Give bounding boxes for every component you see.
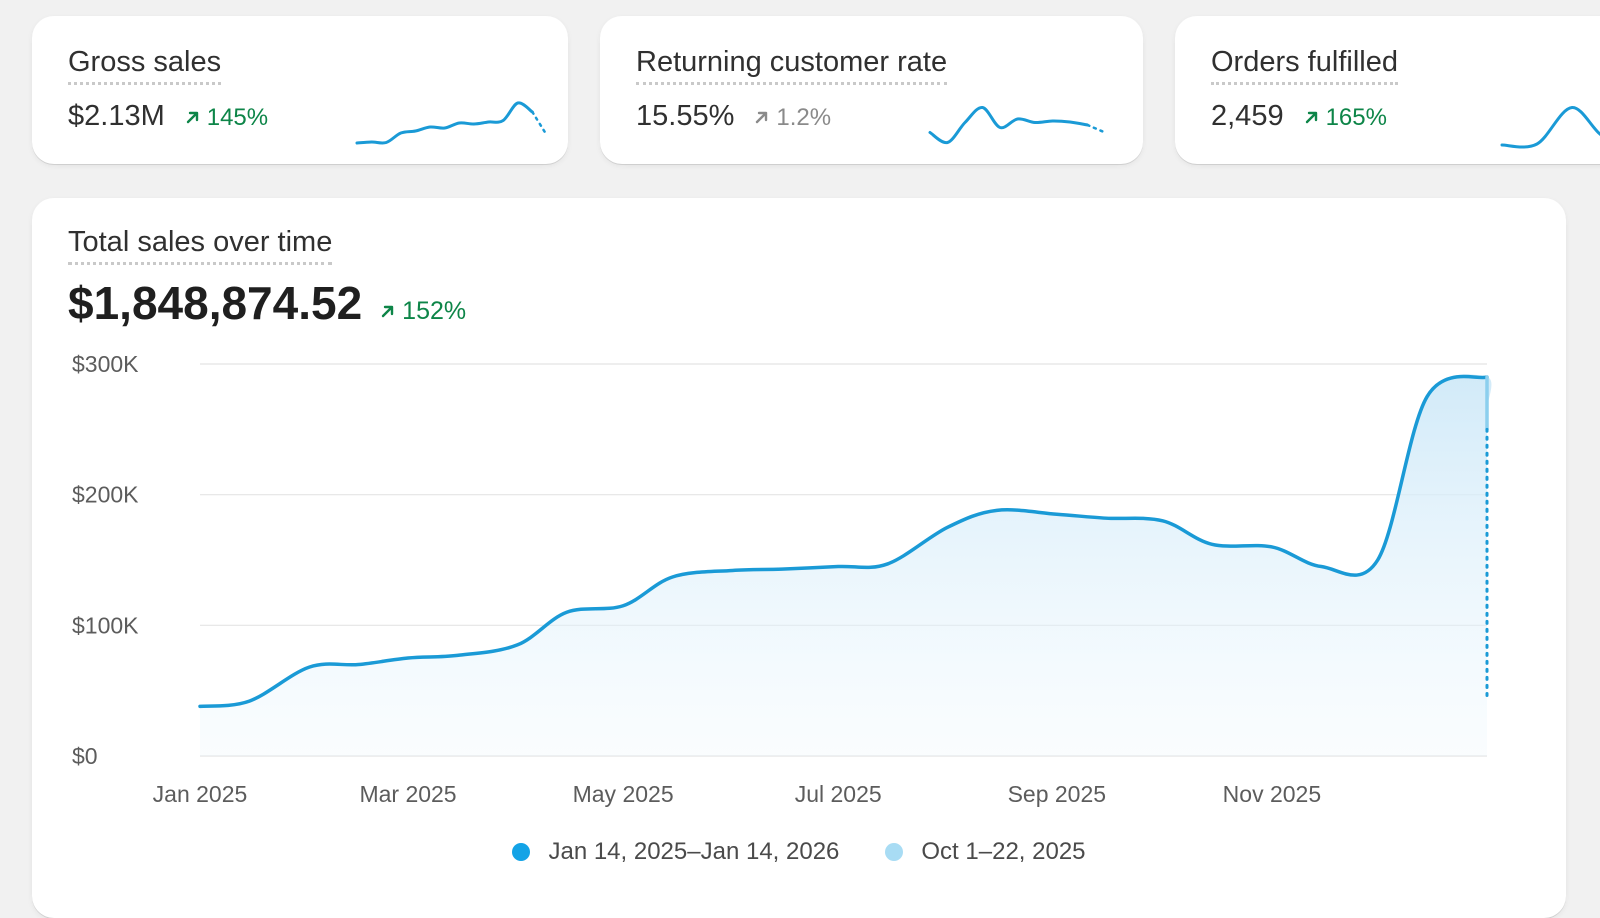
returning-customer-rate-change: 1.2%: [776, 104, 832, 131]
y-tick-label: $200K: [72, 482, 139, 508]
y-tick-label: $100K: [72, 612, 139, 638]
total-sales-value: $1,848,874.52: [68, 277, 363, 329]
orders-fulfilled-trend: 165%: [1304, 104, 1387, 132]
series-line-primary[interactable]: [198, 374, 1489, 709]
x-tick-label: Sep 2025: [1008, 781, 1106, 807]
arrow-up-right-icon: [1305, 111, 1317, 124]
x-tick-label: Mar 2025: [359, 781, 456, 807]
gross-sales-row: $2.13M 145%: [68, 100, 268, 133]
legend-item-primary[interactable]: Jan 14, 2025–Jan 14, 2026: [512, 838, 839, 866]
total-sales-row: $1,848,874.52 152%: [68, 276, 466, 330]
total-sales-change: 152%: [402, 297, 467, 325]
sparkline-path: [1500, 106, 1600, 149]
orders-fulfilled-sparkline: [1500, 106, 1600, 149]
sparkline-dotted-path: [531, 110, 549, 137]
gross-sales-card[interactable]: Gross sales $2.13M 145%: [32, 16, 568, 164]
arrow-up-right-icon: [381, 305, 394, 318]
x-tick-label: May 2025: [573, 781, 674, 807]
total-sales-title[interactable]: Total sales over time: [68, 226, 333, 265]
sparkline-dotted-path: [1086, 123, 1107, 134]
returning-customer-rate-row: 15.55% 1.2%: [636, 100, 831, 133]
total-sales-card: Total sales over time $1,848,874.52 152%…: [32, 198, 1566, 918]
chart-legend: Jan 14, 2025–Jan 14, 2026 Oct 1–22, 2025: [32, 838, 1566, 866]
legend-label-primary: Jan 14, 2025–Jan 14, 2026: [548, 838, 840, 865]
legend-dot-comparison: [885, 843, 904, 861]
orders-fulfilled-row: 2,459 165%: [1211, 100, 1387, 133]
gross-sales-value: $2.13M: [68, 100, 165, 132]
x-tick-label: Jul 2025: [795, 781, 882, 807]
gross-sales-title[interactable]: Gross sales: [68, 46, 222, 85]
sparkline-path: [355, 101, 534, 145]
y-tick-label: $0: [72, 743, 98, 769]
x-tick-label: Jan 2025: [153, 781, 248, 807]
arrow-up-right-icon: [756, 111, 768, 124]
total-sales-trend: 152%: [380, 297, 466, 326]
orders-fulfilled-title[interactable]: Orders fulfilled: [1211, 46, 1398, 85]
orders-fulfilled-card[interactable]: Orders fulfilled 2,459 165%: [1175, 16, 1600, 164]
returning-customer-rate-trend: 1.2%: [754, 104, 831, 132]
returning-customer-rate-card[interactable]: Returning customer rate 15.55% 1.2%: [600, 16, 1143, 164]
returning-customer-rate-sparkline: [928, 106, 1107, 145]
total-sales-chart[interactable]: $0 $100K $200K $300K Jan 2025 Mar 2025 May 202…: [32, 198, 1566, 838]
gross-sales-trend: 145%: [185, 104, 268, 132]
legend-dot-primary: [512, 843, 531, 861]
sparkline-path: [928, 106, 1089, 145]
y-tick-label: $300K: [72, 351, 139, 377]
returning-customer-rate-title[interactable]: Returning customer rate: [636, 46, 948, 85]
legend-item-comparison[interactable]: Oct 1–22, 2025: [885, 838, 1086, 866]
x-tick-label: Nov 2025: [1223, 781, 1321, 807]
orders-fulfilled-change: 165%: [1325, 104, 1387, 131]
gross-sales-change: 145%: [206, 104, 269, 131]
legend-label-comparison: Oct 1–22, 2025: [921, 838, 1086, 865]
gross-sales-sparkline: [355, 101, 549, 145]
returning-customer-rate-value: 15.55%: [636, 100, 735, 132]
arrow-up-right-icon: [186, 111, 198, 124]
area-fill: [200, 374, 1492, 756]
orders-fulfilled-value: 2,459: [1211, 100, 1284, 132]
